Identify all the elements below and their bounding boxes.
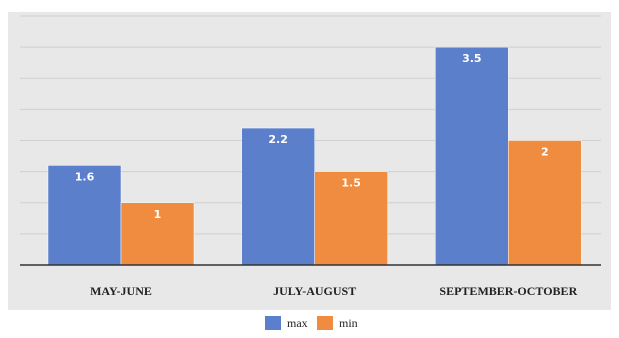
bar-min [120,202,195,266]
category-label: MAY-JUNE [90,284,152,298]
data-label-min: 1.5 [341,177,361,190]
data-label-max: 2.2 [268,133,288,146]
bar-max [435,46,509,266]
legend-swatch-max [265,316,281,330]
legend-label-max: max [287,316,308,330]
legend-label-min: min [339,316,358,330]
data-label-min: 2 [541,146,549,159]
bar-min [508,140,582,266]
legend-swatch-min [317,316,333,330]
data-label-max: 1.6 [75,170,95,183]
category-label: SEPTEMBER-OCTOBER [439,284,577,298]
category-label: JULY-AUGUST [273,284,356,298]
bar-max [241,127,315,266]
bar-min [314,171,388,266]
data-label-max: 3.5 [462,52,482,65]
data-label-min: 1 [154,208,162,221]
bar-max [47,165,122,266]
